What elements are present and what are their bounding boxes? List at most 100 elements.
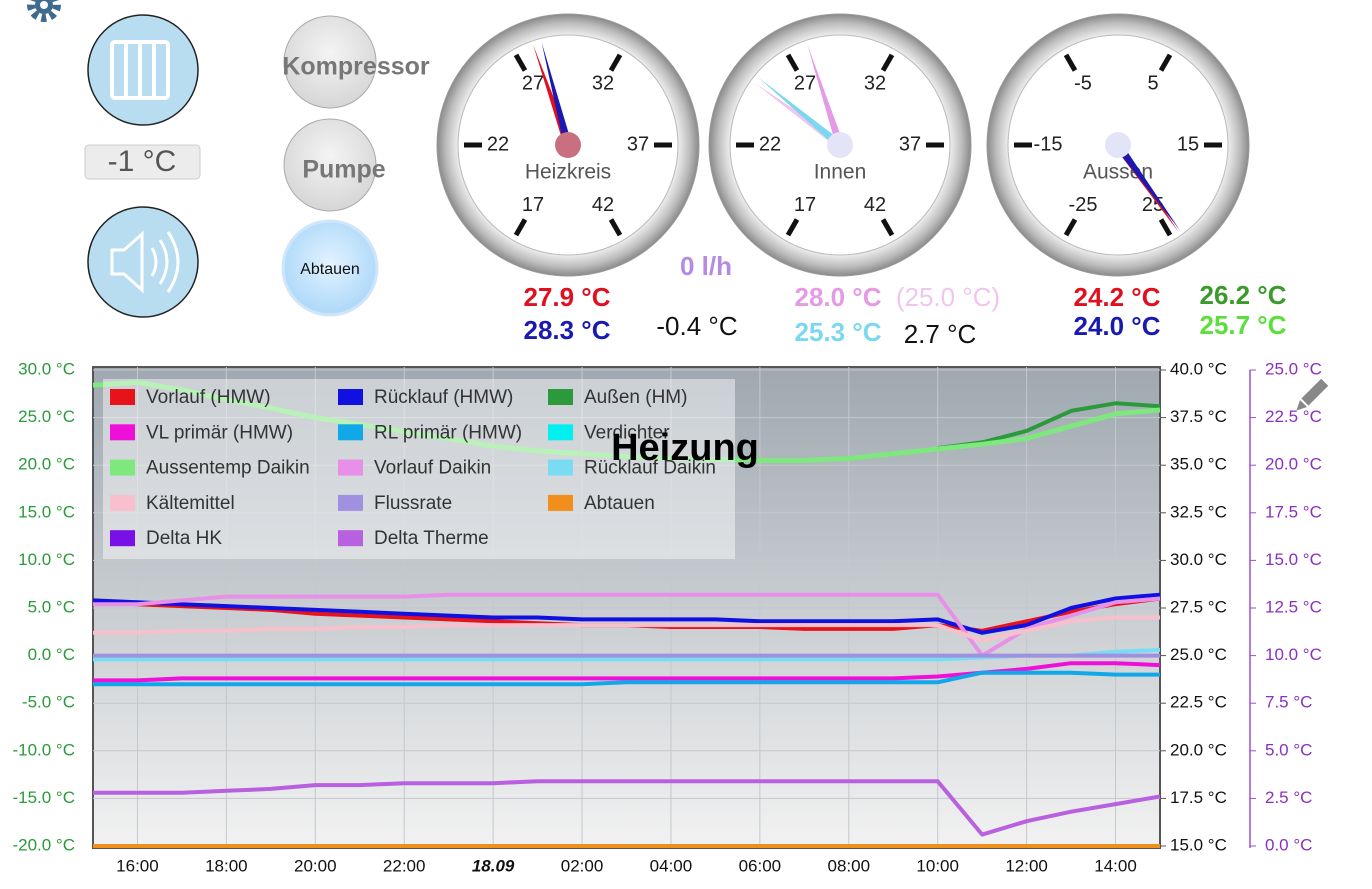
y2-tick-label: 20.0 °C [1170, 740, 1227, 759]
y-tick-label: 5.0 °C [28, 597, 75, 616]
y3-tick-label: 10.0 °C [1265, 645, 1322, 664]
gauge-tick [513, 53, 528, 72]
gauge-needle [807, 44, 844, 147]
legend-swatch [548, 424, 573, 441]
y3-tick-label: 22.5 °C [1265, 407, 1322, 426]
setpoint: -1 °C [108, 145, 177, 178]
y-tick-label: 30.0 °C [18, 359, 75, 378]
needle-readout: 28.0 °C [794, 282, 881, 312]
legend-label: Außen (HM) [584, 387, 687, 408]
gauge-tick-label: 32 [864, 73, 886, 95]
gauge-hub [555, 132, 581, 158]
legend-label: Verdichter [584, 422, 670, 443]
y-tick-label: -10.0 °C [12, 740, 75, 759]
gauge-tick [880, 53, 895, 72]
x-tick-label: 06:00 [739, 856, 782, 875]
gauge-tick-label: 27 [522, 73, 544, 95]
gauge: 17 22 27 32 37 42 Innen 28.0 °C (25.0 °C) 25.3 °C [708, 13, 1000, 347]
edit-icon[interactable] [1293, 378, 1329, 414]
gauge-tick-label: 15 [1177, 133, 1199, 155]
y3-tick-label: 0.0 °C [1265, 835, 1312, 854]
legend-swatch [338, 389, 363, 405]
gauge-hub [1105, 132, 1131, 158]
y2-tick-label: 25.0 °C [1170, 645, 1227, 664]
needle-readout: 25.3 °C [794, 317, 881, 347]
legend-swatch [548, 494, 573, 511]
gauge-tick-label: 22 [759, 133, 781, 155]
gauge-tick-label: 42 [592, 194, 614, 216]
y2-tick-label: 40.0 °C [1170, 359, 1227, 378]
gauge-tick [880, 218, 895, 237]
gauge-tick [1158, 218, 1173, 237]
readout: 25.7 °C [1199, 310, 1286, 340]
legend-label: Delta HK [146, 528, 222, 549]
x-tick-label: 20:00 [294, 856, 337, 875]
x-tick-label: 18:00 [205, 856, 248, 875]
legend-swatch [338, 424, 363, 441]
legend-label: Delta Therme [374, 528, 489, 549]
legend-swatch [110, 424, 135, 441]
y-tick-label: -20.0 °C [12, 835, 75, 854]
readout: 0 l/h [680, 251, 732, 281]
y2-tick-label: 37.5 °C [1170, 407, 1227, 426]
x-tick-label: 18.09 [472, 856, 515, 875]
settings-icon[interactable] [27, 0, 61, 22]
y3-tick-label: 2.5 °C [1265, 788, 1312, 807]
needle-readout: 24.2 °C [1073, 282, 1160, 312]
x-tick-label: 14:00 [1094, 856, 1137, 875]
y2-tick-label: 22.5 °C [1170, 693, 1227, 712]
y3-tick-label: 12.5 °C [1265, 597, 1322, 616]
gauge-label: Heizkreis [525, 161, 611, 184]
y-tick-label: 15.0 °C [18, 502, 75, 521]
legend-swatch [110, 459, 135, 476]
sound-button[interactable] [87, 206, 199, 318]
legend-swatch [338, 494, 363, 511]
legend-swatch [548, 389, 573, 405]
gauge-tick [513, 218, 528, 237]
readout: -0.4 °C [656, 311, 737, 341]
gauge-tick [608, 218, 623, 237]
legend-label: Aussentemp Daikin [146, 458, 310, 479]
legend-label: Vorlauf Daikin [374, 458, 491, 479]
y2-tick-label: 17.5 °C [1170, 788, 1227, 807]
gauge-label: Innen [814, 161, 867, 184]
y3-tick-label: 5.0 °C [1265, 740, 1312, 759]
pumpe-button[interactable]: Pumpe [283, 118, 386, 212]
y-tick-label: 25.0 °C [18, 407, 75, 426]
y-tick-label: 10.0 °C [18, 550, 75, 569]
legend-label: Rücklauf Daikin [584, 458, 716, 479]
legend-swatch [110, 389, 135, 405]
abtauen-label: Abtauen [300, 261, 360, 278]
x-tick-label: 16:00 [116, 856, 159, 875]
readout: 2.7 °C [904, 319, 977, 349]
legend-label: Vorlauf (HMW) [146, 387, 271, 408]
pumpe-label: Pumpe [302, 156, 385, 184]
kompressor-button[interactable]: Kompressor [282, 15, 430, 109]
legend-label: Abtauen [584, 493, 655, 514]
gauge-tick [785, 218, 800, 237]
gauge-tick [608, 53, 623, 72]
legend-swatch [110, 530, 135, 547]
x-tick-label: 10:00 [916, 856, 959, 875]
y3-tick-label: 17.5 °C [1265, 502, 1322, 521]
gauge-tick-label: 37 [899, 133, 921, 155]
legend-swatch [338, 459, 363, 476]
gauge-tick-label: -5 [1074, 73, 1092, 95]
gauge-needle [1114, 142, 1181, 231]
y3-tick-label: 25.0 °C [1265, 359, 1322, 378]
gauge-tick [1063, 218, 1078, 237]
legend-label: RL primär (HMW) [374, 422, 522, 443]
legend-box [103, 379, 735, 559]
gauge-tick-label: 27 [794, 73, 816, 95]
series-line [92, 379, 1161, 463]
needle-readout: 24.0 °C [1073, 311, 1160, 341]
needle-readout: 28.3 °C [523, 315, 610, 345]
x-tick-label: 02:00 [561, 856, 604, 875]
setpoint-box [84, 144, 201, 180]
gauge-tick-label: 5 [1147, 73, 1158, 95]
legend-swatch [338, 530, 363, 547]
abtauen-button[interactable]: Abtauen [281, 219, 379, 317]
heating-button[interactable] [87, 14, 199, 126]
